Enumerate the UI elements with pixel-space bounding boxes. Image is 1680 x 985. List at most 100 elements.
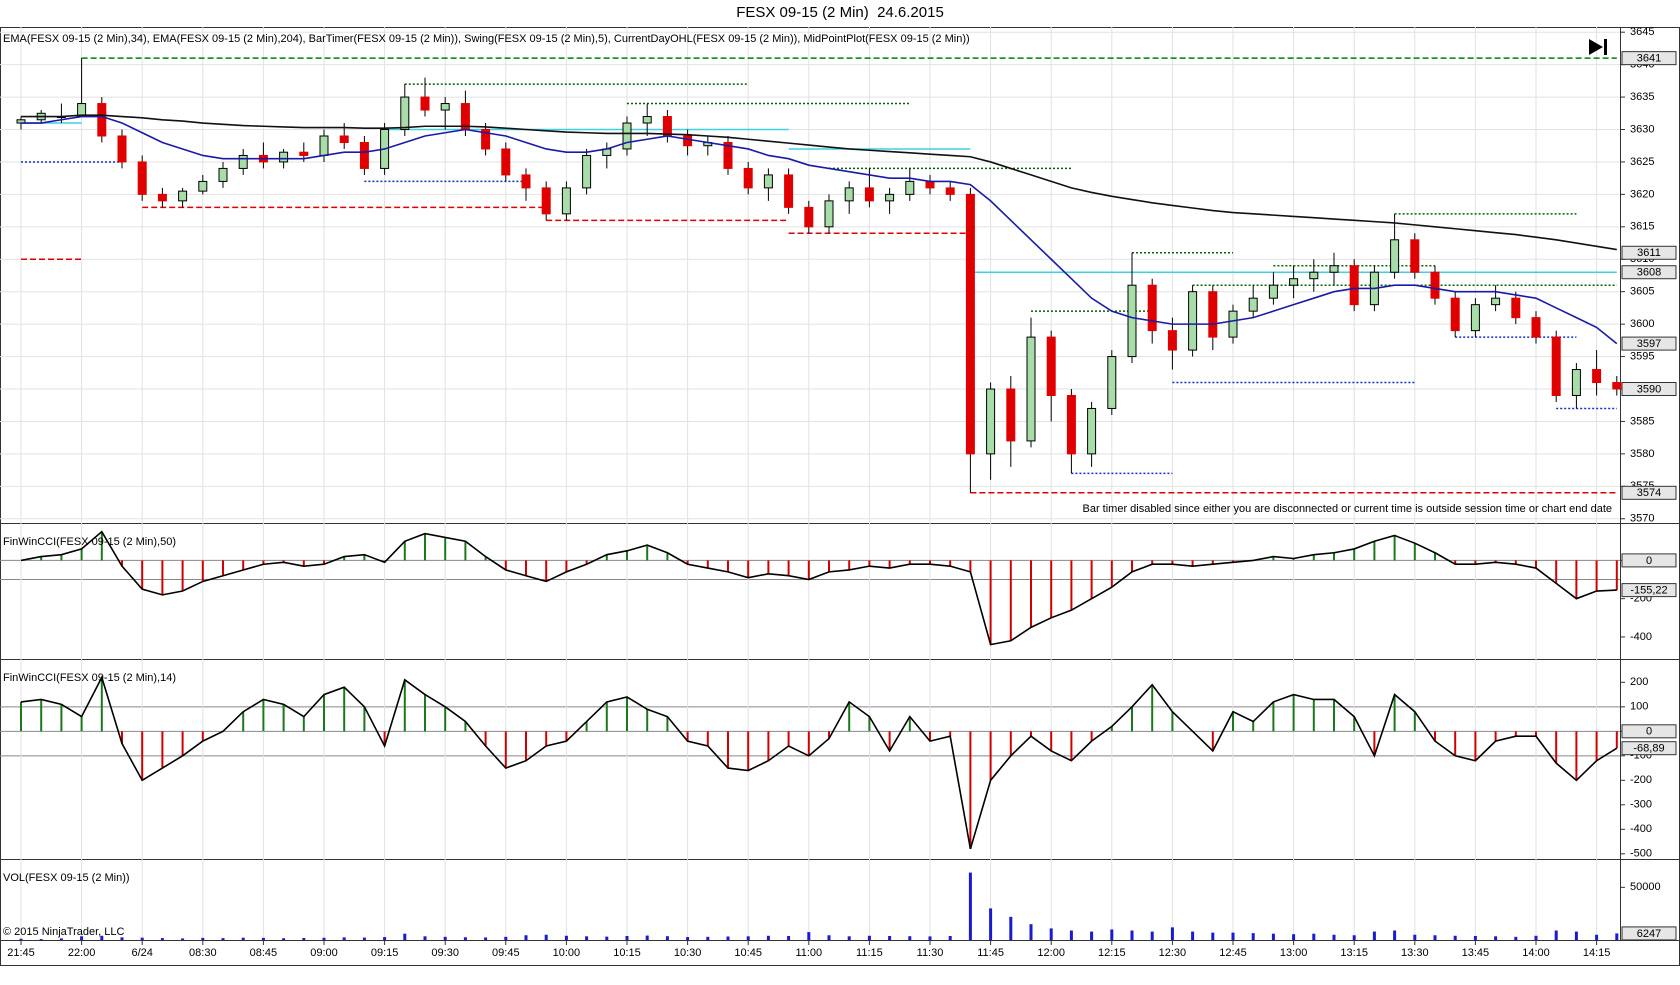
volume-bar [221, 938, 225, 940]
volume-bar [625, 935, 629, 940]
candle-body [683, 135, 693, 147]
volume-bar [100, 935, 104, 940]
candle-body [1066, 394, 1076, 455]
value-marker-label: 0 [1646, 555, 1652, 567]
bar-icon[interactable] [1604, 39, 1607, 55]
candle-body [137, 161, 147, 195]
x-tick-label: 6/24 [131, 947, 152, 959]
candle-body [1551, 336, 1561, 396]
volume-bar [564, 935, 568, 940]
candle-body [945, 187, 955, 195]
volume-bar [847, 936, 851, 940]
candle-body [1127, 284, 1137, 358]
candle-body [299, 151, 309, 156]
candle-body [1167, 330, 1177, 351]
volume-bar [423, 936, 427, 940]
y-tick-label: 100 [1630, 701, 1648, 713]
y-tick-label: 3630 [1630, 123, 1654, 135]
x-tick-label: 08:30 [189, 947, 217, 959]
indicator-label: EMA(FESX 09-15 (2 Min),34), EMA(FESX 09-… [3, 33, 970, 45]
value-marker-label: 0 [1646, 726, 1652, 738]
volume-bar [645, 935, 649, 940]
value-marker-label: 3590 [1637, 383, 1661, 395]
candle-body [1612, 382, 1622, 390]
volume-bar [1312, 933, 1316, 940]
candle-body [642, 116, 652, 124]
x-tick-label: 13:30 [1401, 947, 1429, 959]
volume-bar [1433, 935, 1437, 940]
candle-body [1289, 278, 1299, 286]
candle-body [279, 151, 289, 163]
volume-bar [1595, 934, 1599, 940]
candle-body [339, 135, 349, 143]
value-marker [1621, 583, 1677, 598]
volume-bar [1170, 927, 1174, 940]
candle-body [440, 103, 450, 111]
x-tick-label: 09:15 [371, 947, 399, 959]
x-tick-label: 11:45 [977, 947, 1004, 959]
candle-body [561, 187, 571, 215]
volume-bar [766, 935, 770, 940]
candle-body [582, 154, 592, 189]
x-tick-label: 10:15 [613, 947, 641, 959]
volume-bar [1231, 932, 1235, 940]
x-tick-label: 12:45 [1219, 947, 1247, 959]
volume-bar [463, 937, 467, 940]
value-marker-label: 3597 [1637, 338, 1661, 350]
frames [0, 27, 1680, 966]
volume-bar [585, 936, 589, 940]
volume-bar [241, 937, 245, 940]
volume-bar [1453, 935, 1457, 940]
x-tick-label: 12:30 [1159, 947, 1187, 959]
volume-bar [1473, 935, 1477, 940]
volume-bar [1534, 935, 1538, 940]
volume-bar [322, 937, 326, 940]
volume-bar [1271, 933, 1275, 940]
volume-bar [1191, 931, 1195, 940]
candle-body [1329, 265, 1339, 273]
value-marker [1621, 382, 1677, 397]
volume-bar [867, 935, 871, 940]
ema-line [21, 115, 1618, 345]
x-tick-label: 22:00 [68, 947, 96, 959]
volume-bar [605, 936, 609, 940]
candle-body [1248, 297, 1258, 312]
candle-body [1228, 310, 1238, 338]
grid: 3570357535803585359035953600360536103615… [0, 26, 1661, 959]
volume-bar [1393, 930, 1397, 940]
y-tick-label: -200 [1630, 774, 1652, 786]
go-to-end-button[interactable] [1589, 39, 1607, 55]
candle-body [400, 96, 410, 131]
y-tick-label: 3620 [1630, 188, 1654, 200]
note: Bar timer disabled since either you are … [1083, 503, 1613, 515]
volume-bar [504, 936, 508, 940]
candle-body [864, 187, 874, 202]
volume-bar [746, 936, 750, 940]
y-tick-label: 3635 [1630, 91, 1654, 103]
candle-body [824, 200, 834, 228]
cci-line [20, 675, 1618, 850]
candle-body [804, 206, 814, 228]
value-marker-label: 3574 [1637, 487, 1661, 499]
candle-body [319, 135, 329, 156]
cci-line [20, 530, 1617, 646]
candle-body [1208, 291, 1218, 338]
candle-body [218, 167, 228, 182]
candle-body [1450, 297, 1460, 332]
candle-body [1592, 369, 1602, 384]
value-marker [1621, 724, 1677, 739]
volume-bar [1251, 933, 1255, 940]
volume-bar [544, 934, 548, 940]
volume-bar [1009, 916, 1013, 940]
play-icon[interactable] [1589, 39, 1603, 55]
chart-title: FESX 09-15 (2 Min) 24.6.2015 [736, 4, 944, 21]
value-marker [1621, 553, 1677, 568]
candle-body [1268, 284, 1278, 299]
candle-body [238, 154, 248, 169]
volume-bar [1130, 930, 1134, 940]
volume-bar [1150, 931, 1154, 940]
candle-body [1006, 388, 1016, 442]
candle-body [198, 180, 208, 192]
volume-bar [948, 935, 952, 940]
volume-bar [1211, 932, 1215, 940]
